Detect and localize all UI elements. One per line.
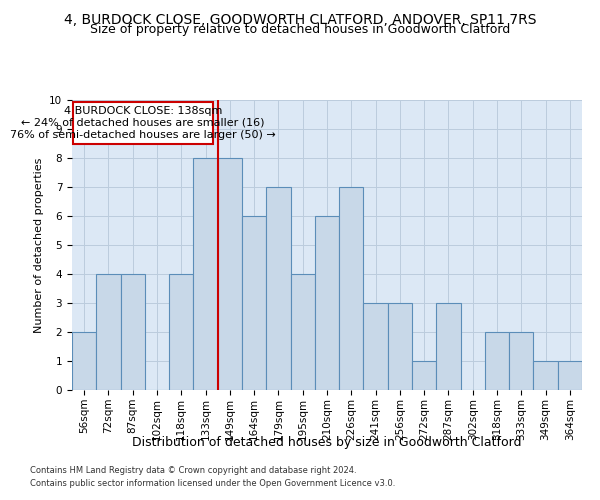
FancyBboxPatch shape <box>73 102 213 144</box>
Bar <box>121 274 145 390</box>
Y-axis label: Number of detached properties: Number of detached properties <box>34 158 44 332</box>
Text: 4 BURDOCK CLOSE: 138sqm: 4 BURDOCK CLOSE: 138sqm <box>64 106 222 116</box>
Bar <box>242 216 266 390</box>
Text: Contains HM Land Registry data © Crown copyright and database right 2024.: Contains HM Land Registry data © Crown c… <box>30 466 356 475</box>
Bar <box>169 274 193 390</box>
Bar <box>364 303 388 390</box>
Bar <box>339 187 364 390</box>
Bar <box>193 158 218 390</box>
Bar <box>290 274 315 390</box>
Bar <box>436 303 461 390</box>
Text: Distribution of detached houses by size in Goodworth Clatford: Distribution of detached houses by size … <box>132 436 522 449</box>
Bar <box>412 361 436 390</box>
Text: Contains public sector information licensed under the Open Government Licence v3: Contains public sector information licen… <box>30 478 395 488</box>
Bar <box>266 187 290 390</box>
Bar <box>485 332 509 390</box>
Text: 76% of semi-detached houses are larger (50) →: 76% of semi-detached houses are larger (… <box>10 130 276 140</box>
Bar <box>96 274 121 390</box>
Bar <box>315 216 339 390</box>
Bar <box>72 332 96 390</box>
Bar <box>558 361 582 390</box>
Text: 4, BURDOCK CLOSE, GOODWORTH CLATFORD, ANDOVER, SP11 7RS: 4, BURDOCK CLOSE, GOODWORTH CLATFORD, AN… <box>64 12 536 26</box>
Bar <box>533 361 558 390</box>
Bar <box>509 332 533 390</box>
Text: ← 24% of detached houses are smaller (16): ← 24% of detached houses are smaller (16… <box>21 118 265 128</box>
Bar <box>388 303 412 390</box>
Bar <box>218 158 242 390</box>
Text: Size of property relative to detached houses in Goodworth Clatford: Size of property relative to detached ho… <box>90 22 510 36</box>
